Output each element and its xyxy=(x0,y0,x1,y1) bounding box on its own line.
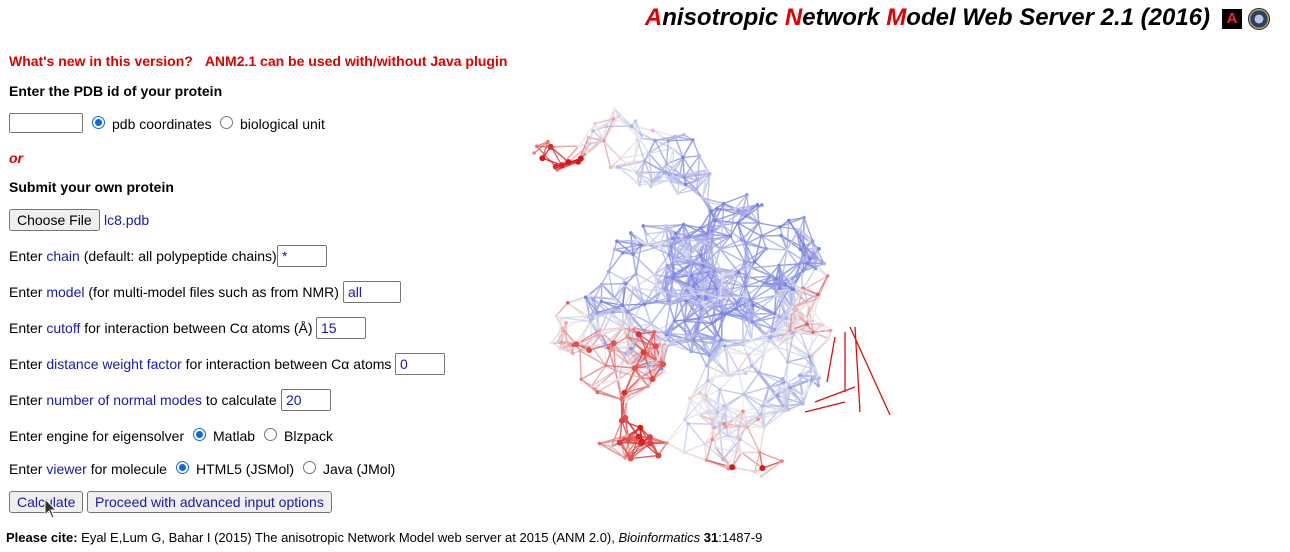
mouse-cursor-icon xyxy=(44,498,58,519)
cutoff-row: Enter cutoff for interaction between Cα … xyxy=(9,320,313,336)
citation-journal: Bioinformatics xyxy=(618,530,701,545)
citation-text: Eyal E,Lum G, Bahar I (2015) The anisotr… xyxy=(77,530,619,545)
biological-unit-label: biological unit xyxy=(240,116,325,132)
chain-post: (default: all polypeptide chains) xyxy=(79,248,277,264)
pdb-heading: Enter the PDB id of your protein xyxy=(9,83,223,99)
chain-help-link[interactable]: chain xyxy=(46,248,80,264)
adobe-logo-icon[interactable]: A xyxy=(1222,9,1242,29)
modes-post: to calculate xyxy=(202,392,277,408)
viewer-help-link[interactable]: viewer xyxy=(46,461,87,477)
title-part: A xyxy=(644,4,663,31)
viewer-pre: Enter xyxy=(9,461,47,477)
upload-heading: Submit your own protein xyxy=(9,179,174,195)
model-row: Enter model (for multi-model files such … xyxy=(9,284,339,300)
model-post: (for multi-model files such as from NMR) xyxy=(84,284,339,300)
cutoff-post: for interaction between Cα atoms (Å) xyxy=(80,320,313,336)
cutoff-input[interactable] xyxy=(316,317,366,339)
modes-pre: Enter xyxy=(9,392,47,408)
page-title: Anisotropic Network Model Web Server 2.1… xyxy=(645,4,1210,32)
weight-help-link[interactable]: distance weight factor xyxy=(46,356,182,372)
java-jmol-radio[interactable] xyxy=(303,461,316,474)
or-label: or xyxy=(9,150,23,166)
title-part: etwork xyxy=(802,4,887,31)
viewer-post: for molecule xyxy=(86,461,167,477)
title-part: odel Web Server 2.1 (2016) xyxy=(906,4,1210,31)
html5-jsmol-radio[interactable] xyxy=(176,461,189,474)
html5-jsmol-label: HTML5 (JSMol) xyxy=(196,461,295,477)
chain-input[interactable] xyxy=(277,245,327,267)
title-part: N xyxy=(784,4,803,31)
weight-pre: Enter xyxy=(9,356,47,372)
model-input[interactable] xyxy=(343,281,401,303)
university-seal-icon[interactable] xyxy=(1248,8,1270,30)
protein-network-image xyxy=(532,107,891,478)
announcement-bar: What's new in this version? ANM2.1 can be… xyxy=(9,53,519,69)
citation-volume: 31 xyxy=(703,530,719,545)
title-part: M xyxy=(886,4,907,31)
weight-row: Enter distance weight factor for interac… xyxy=(9,356,391,372)
cutoff-help-link[interactable]: cutoff xyxy=(46,320,81,336)
java-note: ANM2.1 can be used with/without Java plu… xyxy=(204,53,508,69)
modes-help-link[interactable]: number of normal modes xyxy=(46,392,202,408)
choose-file-button[interactable]: Choose File xyxy=(9,209,100,231)
weight-input[interactable] xyxy=(395,353,445,375)
eigensolver-label: Enter engine for eigensolver xyxy=(9,428,185,444)
citation-label: Please cite: xyxy=(6,530,78,545)
model-pre: Enter xyxy=(9,284,47,300)
blzpack-radio[interactable] xyxy=(264,428,277,441)
java-jmol-label: Java (JMol) xyxy=(323,461,396,477)
advanced-options-button[interactable]: Proceed with advanced input options xyxy=(87,491,332,513)
citation-pages: :1487-9 xyxy=(718,530,763,545)
chain-row: Enter chain (default: all polypeptide ch… xyxy=(9,248,277,264)
pdb-coordinates-radio[interactable] xyxy=(92,116,105,129)
title-part: nisotropic xyxy=(662,4,785,31)
biological-unit-radio[interactable] xyxy=(220,116,233,129)
chain-pre: Enter xyxy=(9,248,47,264)
pdb-coordinates-label: pdb coordinates xyxy=(112,116,212,132)
modes-row: Enter number of normal modes to calculat… xyxy=(9,392,277,408)
modes-input[interactable] xyxy=(281,389,331,411)
cutoff-pre: Enter xyxy=(9,320,47,336)
model-help-link[interactable]: model xyxy=(46,284,85,300)
blzpack-label: Blzpack xyxy=(284,428,334,444)
viewer-row: Enter viewer for molecule xyxy=(9,461,167,477)
matlab-label: Matlab xyxy=(213,428,256,444)
uploaded-filename: lc8.pdb xyxy=(104,212,150,228)
matlab-radio[interactable] xyxy=(193,428,206,441)
pdb-id-input[interactable] xyxy=(9,113,83,133)
weight-post: for interaction between Cα atoms xyxy=(181,356,392,372)
whats-new-link[interactable]: What's new in this version? xyxy=(9,53,193,69)
citation: Please cite: Eyal E,Lum G, Bahar I (2015… xyxy=(6,530,762,545)
